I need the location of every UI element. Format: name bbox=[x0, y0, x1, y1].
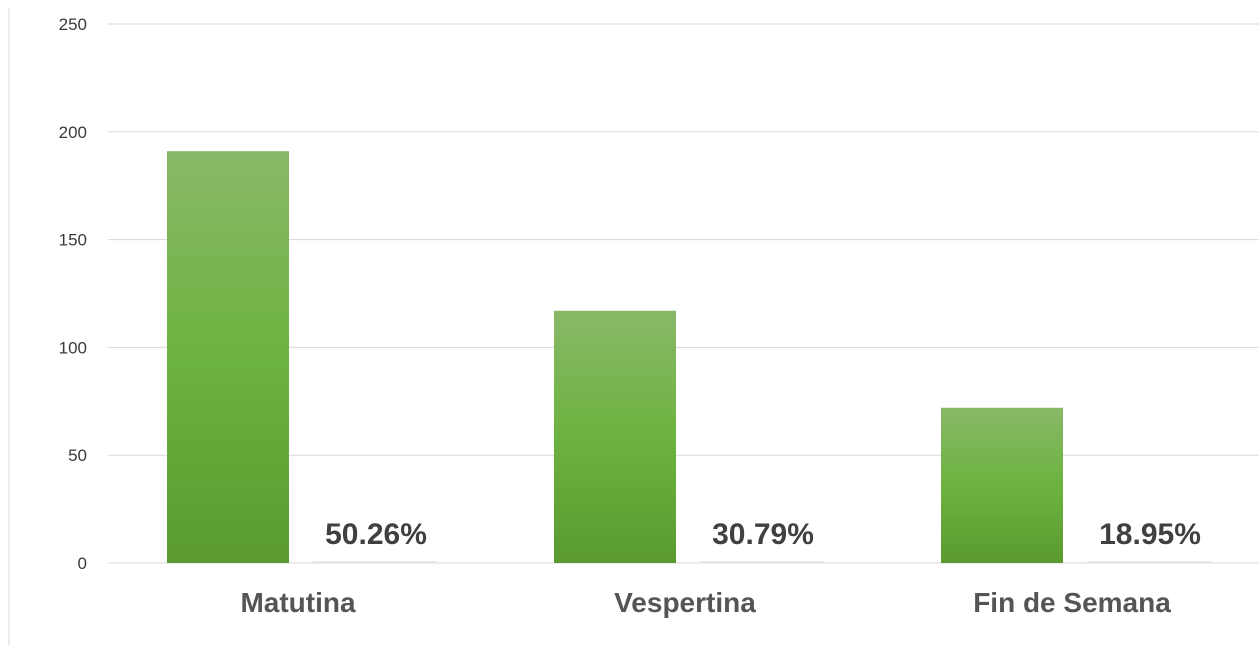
data-label: 30.79% bbox=[712, 518, 814, 551]
x-category-label: Vespertina bbox=[614, 587, 756, 618]
x-category-label: Fin de Semana bbox=[973, 587, 1171, 618]
percentage-baseline bbox=[313, 561, 437, 563]
data-labels: 50.26% 30.79% 18.95% bbox=[325, 518, 1201, 551]
y-tick-label: 100 bbox=[59, 338, 87, 357]
x-axis-labels: Matutina Vespertina Fin de Semana bbox=[240, 587, 1171, 618]
bar-vespertina bbox=[554, 310, 676, 563]
x-category-label: Matutina bbox=[240, 587, 356, 618]
y-tick-label: 150 bbox=[59, 231, 87, 250]
gridlines bbox=[108, 23, 1259, 564]
percentage-baseline bbox=[700, 561, 824, 563]
data-label: 18.95% bbox=[1099, 518, 1201, 551]
bar-fin-de-semana bbox=[941, 407, 1063, 563]
percentage-baseline bbox=[1087, 561, 1211, 563]
data-label: 50.26% bbox=[325, 518, 427, 551]
y-tick-label: 0 bbox=[78, 554, 87, 573]
y-tick-label: 200 bbox=[59, 123, 87, 142]
y-tick-label: 50 bbox=[68, 446, 87, 465]
y-tick-label: 250 bbox=[59, 15, 87, 34]
y-axis-ticks: 0 50 100 150 200 250 bbox=[59, 15, 87, 573]
bars bbox=[167, 151, 1211, 564]
bar-matutina bbox=[167, 151, 289, 564]
